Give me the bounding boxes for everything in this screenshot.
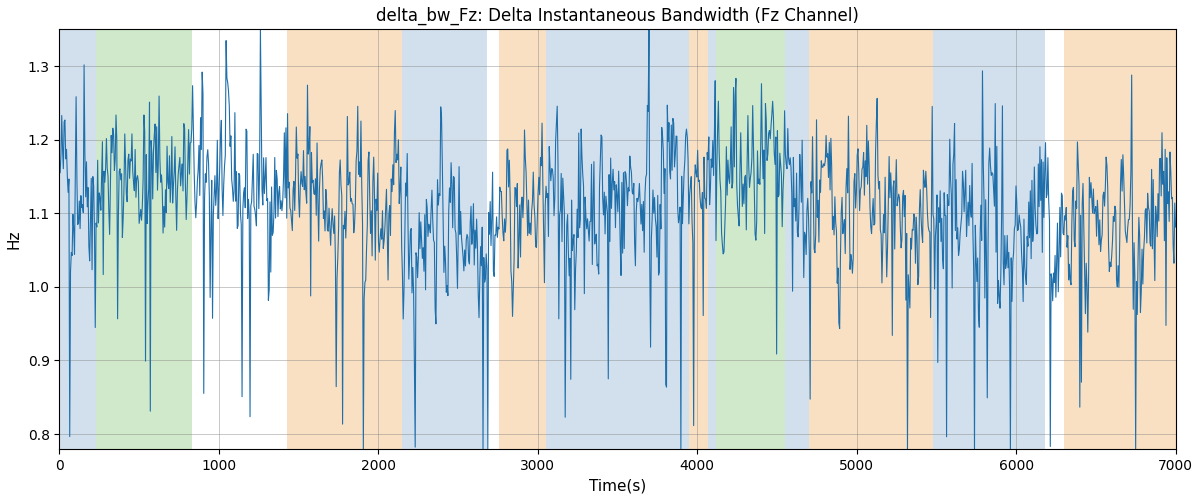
Bar	[689, 30, 708, 449]
Bar	[96, 30, 192, 449]
Bar	[809, 30, 934, 449]
Bar	[499, 30, 546, 449]
Bar	[716, 30, 785, 449]
Bar	[934, 30, 1045, 449]
Y-axis label: Hz: Hz	[7, 230, 22, 249]
Bar	[785, 30, 809, 449]
Bar	[402, 30, 487, 449]
X-axis label: Time(s): Time(s)	[589, 478, 646, 493]
Bar	[546, 30, 689, 449]
Bar	[59, 30, 96, 449]
Bar	[287, 30, 402, 449]
Title: delta_bw_Fz: Delta Instantaneous Bandwidth (Fz Channel): delta_bw_Fz: Delta Instantaneous Bandwid…	[376, 7, 859, 25]
Bar	[708, 30, 716, 449]
Bar	[1064, 30, 1176, 449]
